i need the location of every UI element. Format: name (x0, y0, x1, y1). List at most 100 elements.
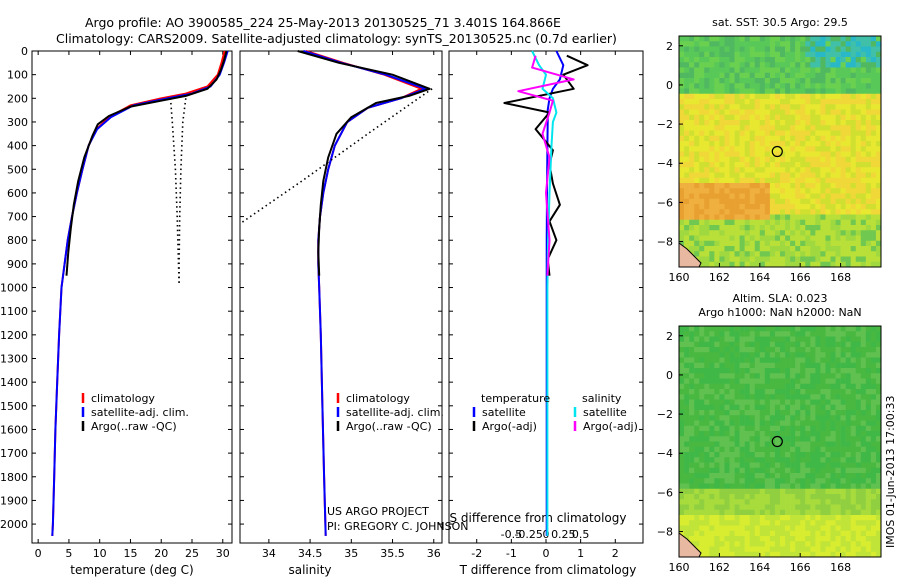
map-cell (840, 357, 846, 364)
map-cell (734, 383, 740, 390)
map-cell (830, 446, 836, 453)
map-cell (709, 93, 715, 100)
map-cell (820, 183, 826, 189)
map-cell (724, 410, 730, 416)
map-cell (825, 93, 831, 100)
map-cell (694, 146, 700, 152)
map-cell (699, 209, 705, 215)
map-cell (759, 368, 766, 374)
map-cell (694, 509, 700, 516)
y-tick-label: −8 (657, 526, 673, 539)
x-tick-label: 162 (709, 561, 730, 574)
map-cell (759, 525, 766, 532)
map-cell (865, 478, 872, 484)
map-cell (850, 193, 857, 200)
map-cell (719, 230, 725, 236)
map-cell (744, 177, 750, 184)
map-cell (810, 352, 816, 358)
map-cell (699, 109, 705, 116)
map-cell (754, 125, 761, 131)
map-cell (800, 446, 806, 453)
map-cell (704, 509, 710, 516)
map-cell (729, 172, 735, 179)
map-cell (855, 404, 862, 411)
map-cell (855, 378, 862, 385)
map-cell (759, 198, 766, 205)
map-cell (689, 72, 695, 79)
map-cell (724, 209, 730, 215)
map-cell (684, 151, 690, 158)
map-cell (785, 420, 791, 427)
map-cell (800, 93, 806, 100)
map-cell (684, 219, 690, 226)
map-cell (724, 520, 730, 526)
map-cell (840, 188, 846, 194)
map-cell (714, 483, 720, 490)
map-cell (724, 125, 730, 131)
map-cell (724, 198, 730, 205)
map-cell (825, 494, 831, 500)
map-cell (800, 204, 806, 210)
map-cell (830, 546, 836, 553)
map-cell (785, 99, 791, 105)
map-cell (855, 120, 862, 126)
map-cell (870, 46, 877, 53)
map-cell (719, 225, 725, 231)
map-cell (795, 125, 801, 131)
map-cell (759, 83, 766, 89)
map-cell (764, 473, 771, 479)
difference-profile-panel: -2 -1 0 1 2T difference from climatology-0.5… (448, 50, 644, 577)
map-cell (684, 357, 690, 364)
map-cell (729, 177, 735, 184)
map-cell (679, 41, 685, 47)
map-cell (860, 251, 867, 257)
map-cell (820, 494, 826, 500)
map-cell (764, 235, 771, 242)
map-cell (684, 515, 690, 521)
map-cell (694, 530, 700, 537)
map-cell (734, 499, 740, 505)
map-cell (749, 114, 756, 121)
map-cell (774, 51, 781, 58)
map-cell (805, 151, 811, 158)
map-cell (749, 404, 756, 411)
map-cell (790, 452, 796, 458)
map-cell (795, 452, 801, 458)
map-cell (689, 156, 695, 163)
map-cell (704, 347, 710, 353)
map-cell (709, 436, 715, 442)
map-cell (704, 373, 710, 379)
map-cell (709, 109, 715, 116)
map-cell (860, 230, 867, 236)
map-cell (835, 225, 841, 231)
map-cell (699, 494, 705, 500)
map-cell (764, 525, 771, 532)
map-cell (820, 67, 826, 74)
map-cell (815, 99, 821, 105)
map-cell (805, 188, 811, 194)
map-cell (865, 420, 872, 427)
map-cell (860, 467, 867, 474)
map-cell (815, 378, 821, 385)
map-cell (724, 494, 730, 500)
map-cell (820, 235, 826, 242)
map-cell (754, 188, 761, 194)
map-cell (714, 499, 720, 505)
map-cell (840, 404, 846, 411)
map-cell (805, 389, 811, 395)
map-cell (689, 362, 695, 369)
map-cell (759, 214, 766, 221)
map-cell (749, 67, 756, 74)
map-cell (865, 93, 872, 100)
map-cell (860, 368, 867, 374)
map-cell (860, 499, 867, 505)
map-cell (810, 109, 816, 116)
map-cell (699, 67, 705, 74)
map-cell (840, 488, 846, 495)
map-cell (754, 457, 761, 463)
map-cell (820, 446, 826, 453)
map-cell (815, 162, 821, 168)
map-cell (790, 473, 796, 479)
map-cell (749, 357, 756, 364)
map-cell (729, 457, 735, 463)
